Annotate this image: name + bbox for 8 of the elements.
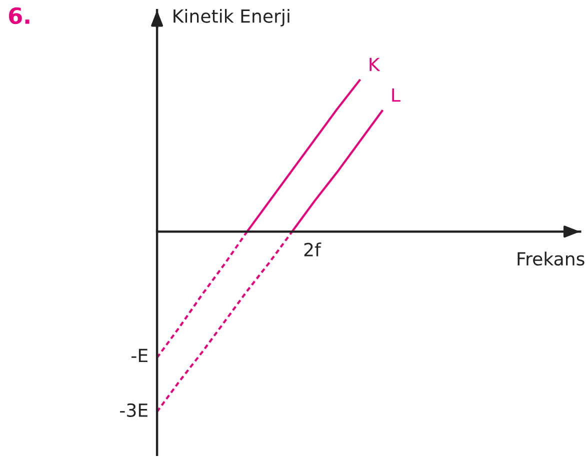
text: -E xyxy=(132,348,148,362)
x-axis-title: Frekans xyxy=(518,252,584,266)
annotation: 2f xyxy=(304,242,322,256)
chart-title: 6. xyxy=(8,7,30,24)
text: -3E xyxy=(120,403,148,418)
series-label: K xyxy=(370,58,380,72)
y-axis-title: Kinetik Enerji xyxy=(174,8,290,26)
series-label: L xyxy=(392,88,400,102)
